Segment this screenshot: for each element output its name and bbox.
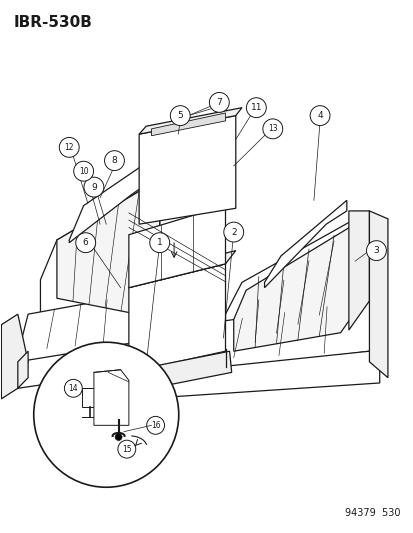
Text: 4: 4	[316, 111, 322, 120]
Polygon shape	[128, 264, 225, 373]
Polygon shape	[57, 179, 159, 314]
Circle shape	[209, 92, 229, 112]
Text: 15: 15	[122, 445, 131, 454]
Circle shape	[150, 233, 169, 253]
Text: 11: 11	[250, 103, 261, 112]
Polygon shape	[40, 179, 159, 330]
Polygon shape	[141, 351, 379, 399]
Text: 8: 8	[112, 156, 117, 165]
Text: 12: 12	[64, 143, 74, 152]
Polygon shape	[233, 222, 358, 351]
Text: 14: 14	[69, 384, 78, 393]
Circle shape	[246, 98, 266, 118]
Text: 1: 1	[157, 238, 162, 247]
Polygon shape	[264, 200, 346, 288]
Circle shape	[64, 379, 82, 397]
Polygon shape	[151, 113, 225, 136]
Circle shape	[84, 177, 104, 197]
Circle shape	[223, 222, 243, 242]
Polygon shape	[81, 388, 98, 407]
Circle shape	[59, 138, 79, 157]
Polygon shape	[143, 301, 379, 378]
Text: 2: 2	[230, 228, 236, 237]
Polygon shape	[19, 290, 166, 362]
Circle shape	[146, 416, 164, 434]
Text: 94379  530: 94379 530	[344, 507, 399, 518]
Polygon shape	[141, 367, 149, 391]
Circle shape	[104, 151, 124, 171]
Circle shape	[366, 241, 385, 261]
Polygon shape	[225, 211, 368, 351]
Text: 10: 10	[78, 167, 88, 176]
Polygon shape	[1, 314, 28, 399]
Polygon shape	[18, 338, 164, 388]
Text: 13: 13	[267, 124, 277, 133]
Text: 9: 9	[91, 183, 97, 191]
Polygon shape	[139, 108, 241, 134]
Polygon shape	[94, 370, 128, 425]
Polygon shape	[128, 251, 235, 288]
Circle shape	[115, 433, 122, 440]
Polygon shape	[122, 351, 231, 393]
Polygon shape	[128, 206, 225, 288]
Text: 5: 5	[177, 111, 183, 120]
Circle shape	[76, 233, 95, 253]
Text: 6: 6	[83, 238, 88, 247]
Circle shape	[118, 440, 135, 458]
Text: 7: 7	[216, 98, 222, 107]
Circle shape	[74, 161, 93, 181]
Polygon shape	[18, 351, 28, 388]
Polygon shape	[348, 211, 368, 330]
Polygon shape	[69, 158, 153, 243]
Text: 16: 16	[150, 421, 160, 430]
Text: IBR-530B: IBR-530B	[14, 15, 93, 30]
Polygon shape	[368, 211, 387, 378]
Circle shape	[262, 119, 282, 139]
Text: 3: 3	[373, 246, 378, 255]
Circle shape	[170, 106, 190, 126]
Circle shape	[33, 342, 178, 487]
Circle shape	[309, 106, 329, 126]
Polygon shape	[139, 116, 235, 224]
